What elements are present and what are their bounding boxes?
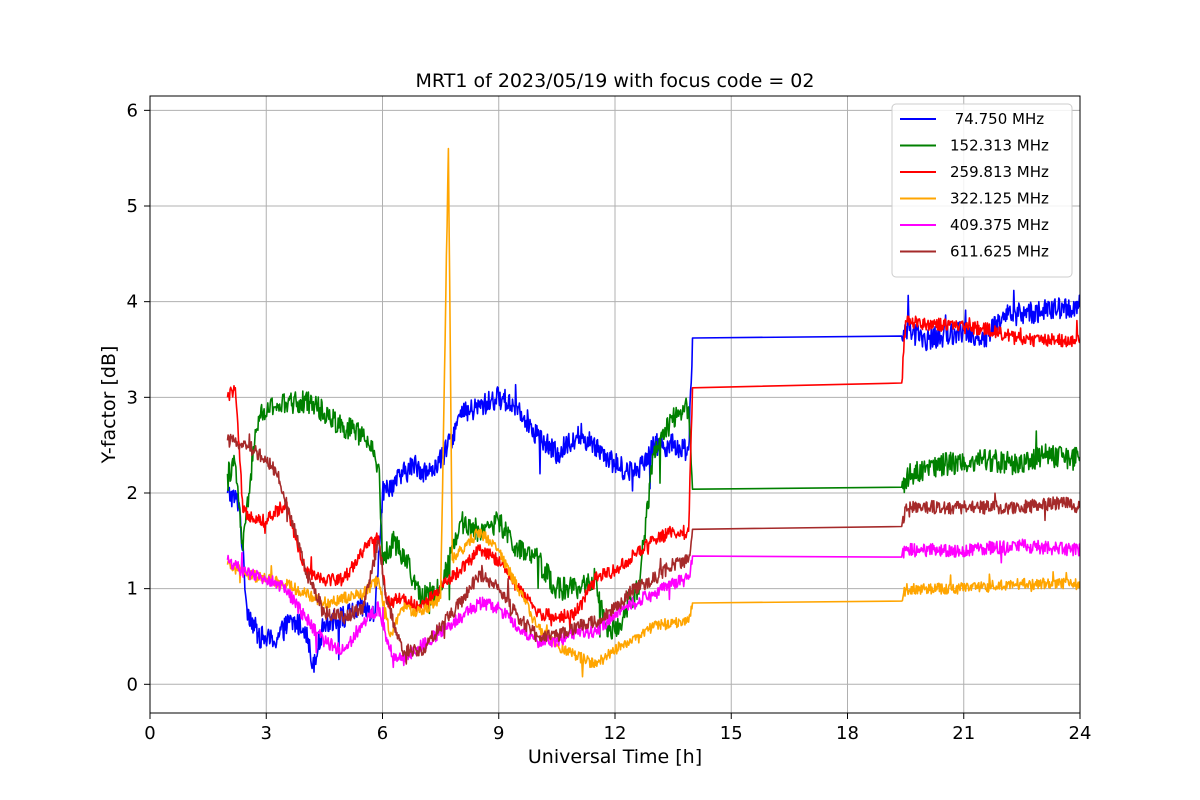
legend-label: 74.750 MHz — [950, 110, 1044, 128]
y-axis-title: Y-factor [dB] — [98, 346, 120, 465]
legend-label: 322.125 MHz — [950, 190, 1049, 208]
x-tick-label: 24 — [1069, 723, 1092, 744]
series-line — [226, 147, 1080, 678]
series-line — [226, 538, 1080, 669]
legend-box — [891, 103, 1073, 278]
chart-title: MRT1 of 2023/05/19 with focus code = 02 — [416, 70, 815, 92]
x-tick-label: 9 — [493, 723, 504, 744]
y-tick-label: 4 — [127, 292, 138, 313]
x-tick-label: 18 — [836, 723, 859, 744]
y-tick-label: 2 — [127, 483, 138, 504]
legend-label: 611.625 MHz — [950, 243, 1049, 261]
x-tick-label: 12 — [604, 723, 627, 744]
x-axis-title: Universal Time [h] — [528, 746, 702, 768]
legend-label: 409.375 MHz — [950, 216, 1049, 234]
legend-label: 259.813 MHz — [950, 163, 1049, 181]
x-tick-label: 3 — [261, 723, 272, 744]
x-tick-label: 0 — [144, 723, 155, 744]
x-tick-label: 15 — [720, 723, 743, 744]
series-layer — [226, 147, 1080, 678]
series-line — [226, 390, 1080, 640]
y-tick-label: 5 — [127, 196, 138, 217]
y-tick-label: 0 — [127, 674, 138, 695]
x-tick-label: 6 — [377, 723, 388, 744]
y-tick-label: 6 — [127, 100, 138, 121]
y-tick-label: 3 — [127, 387, 138, 408]
legend: 74.750 MHz 152.313 MHz 259.813 MHz 322.125 … — [891, 103, 1073, 278]
x-tick-label: 21 — [952, 723, 975, 744]
series-line — [226, 315, 1080, 632]
legend-label: 152.313 MHz — [950, 137, 1049, 155]
series-line — [226, 433, 1080, 665]
y-tick-label: 1 — [127, 579, 138, 600]
